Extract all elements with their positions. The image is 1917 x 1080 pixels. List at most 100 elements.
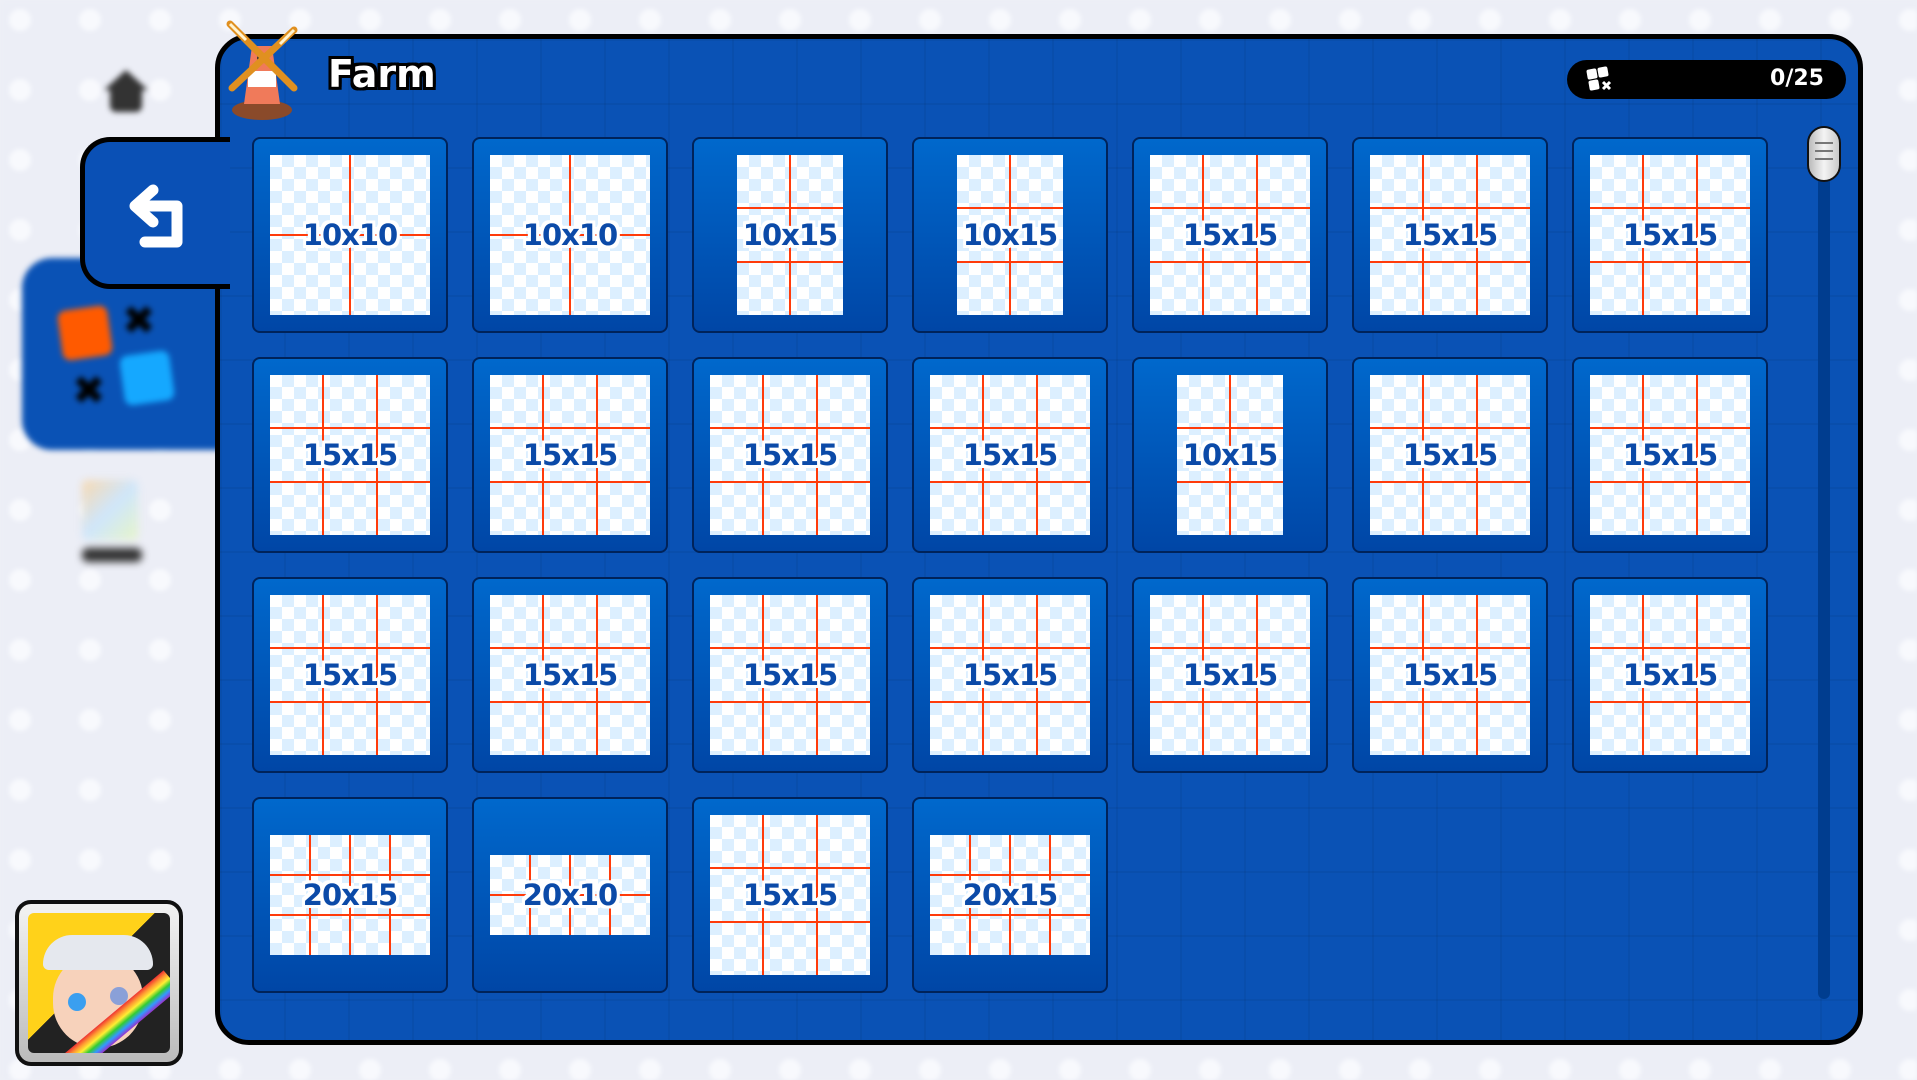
puzzle-preview [490,595,650,755]
grid-line [322,375,325,535]
puzzle-tile[interactable]: 15x15 [912,577,1108,773]
back-button[interactable] [80,137,230,289]
grid-line [1370,207,1530,210]
puzzle-tile[interactable]: 20x15 [912,797,1108,993]
grid-line [375,375,378,535]
scrollbar-thumb[interactable] [1807,126,1841,182]
puzzle-preview [736,155,844,315]
puzzle-tile[interactable]: 15x15 [912,357,1108,553]
grid-line [542,375,545,535]
grid-line [1202,595,1205,755]
grid-line [1176,480,1284,483]
puzzle-size-label: 15x15 [1622,438,1718,472]
grid-line [270,874,430,876]
puzzle-preview [1370,375,1530,535]
grid-line [1590,260,1750,263]
grid-line [762,595,765,755]
home-icon[interactable] [104,70,148,114]
grid-line [1150,207,1310,210]
puzzle-tile[interactable]: 15x15 [1132,577,1328,773]
puzzle-tile[interactable]: 15x15 [1132,137,1328,333]
puzzle-tile[interactable]: 15x15 [472,577,668,773]
grid-line [1035,375,1038,535]
puzzle-size-label: 15x15 [522,658,618,692]
puzzle-tile[interactable]: 10x10 [472,137,668,333]
puzzle-tile[interactable]: 10x10 [252,137,448,333]
completion-counter: 0/25 [1567,60,1846,99]
puzzle-size-label: 15x15 [1622,658,1718,692]
puzzle-size-label: 20x10 [522,878,618,912]
grid-line [710,480,870,483]
grid-line [1370,700,1530,703]
scrollbar-track[interactable] [1818,159,1830,999]
grid-line [956,207,1064,210]
page-title: Farm [328,52,436,96]
grid-line [969,835,971,955]
puzzle-tile[interactable]: 10x15 [692,137,888,333]
puzzle-tile[interactable]: 15x15 [1572,357,1768,553]
puzzle-tile[interactable]: 15x15 [252,357,448,553]
puzzle-size-label: 15x15 [1622,218,1718,252]
windmill-icon [226,20,298,120]
counter-text: 0/25 [1770,66,1824,91]
grid-line [815,815,818,975]
grid-line [270,427,430,430]
puzzle-tile[interactable]: 15x15 [692,797,888,993]
puzzle-preview [710,595,870,755]
grid-line [736,260,844,263]
grid-line [1590,480,1750,483]
sidebar-item-puzzles[interactable]: ✖ ✖ [22,258,252,450]
grid-line [1150,260,1310,263]
puzzle-size-label: 15x15 [1402,438,1498,472]
grid-line [270,700,430,703]
puzzle-tile[interactable]: 10x15 [1132,357,1328,553]
grid-line [1422,595,1425,755]
puzzle-tile[interactable]: 15x15 [1572,137,1768,333]
puzzle-tile[interactable]: 10x15 [912,137,1108,333]
puzzle-tile[interactable]: 20x10 [472,797,668,993]
player-avatar[interactable] [15,900,183,1066]
puzzle-preview [956,155,1064,315]
puzzle-panel: 0/25 10x10 10x10 10x15 10x15 15x15 15x15 15x15… [215,34,1863,1045]
puzzle-tile[interactable]: 15x15 [1572,577,1768,773]
puzzle-preview [1150,155,1310,315]
puzzle-preview [1590,375,1750,535]
puzzle-size-label: 15x15 [1402,218,1498,252]
grid-line [930,427,1090,430]
puzzle-tile[interactable]: 20x15 [252,797,448,993]
grid-line [815,595,818,755]
puzzle-preview [710,375,870,535]
puzzle-size-label: 20x15 [962,878,1058,912]
puzzle-size-label: 20x15 [302,878,398,912]
grid-line [815,375,818,535]
puzzle-tile[interactable]: 15x15 [1352,577,1548,773]
puzzle-tile[interactable]: 15x15 [252,577,448,773]
grid-line [930,914,1090,916]
grid-line [710,867,870,870]
puzzle-tile[interactable]: 15x15 [1352,357,1548,553]
grid-line [1009,835,1011,955]
grid-line [595,595,598,755]
grid-line [270,647,430,650]
puzzle-tile[interactable]: 15x15 [692,577,888,773]
sidebar-item-gallery[interactable] [82,480,142,570]
puzzle-tile[interactable]: 15x15 [1352,137,1548,333]
puzzle-tile[interactable]: 15x15 [472,357,668,553]
grid-line [1590,207,1750,210]
gallery-icon [82,480,138,540]
grid-line [490,647,650,650]
grid-line [1370,647,1530,650]
grid-line [1255,595,1258,755]
puzzle-preview [1150,595,1310,755]
puzzle-size-label: 15x15 [742,658,838,692]
grid-line [542,595,545,755]
puzzle-tile[interactable]: 15x15 [692,357,888,553]
grid-line [982,595,985,755]
grid-line [1150,647,1310,650]
grid-line [490,427,650,430]
puzzle-preview [710,815,870,975]
grid-line [930,874,1090,876]
grid-line [1695,375,1698,535]
grid-line [490,480,650,483]
grid-line [1422,155,1425,315]
